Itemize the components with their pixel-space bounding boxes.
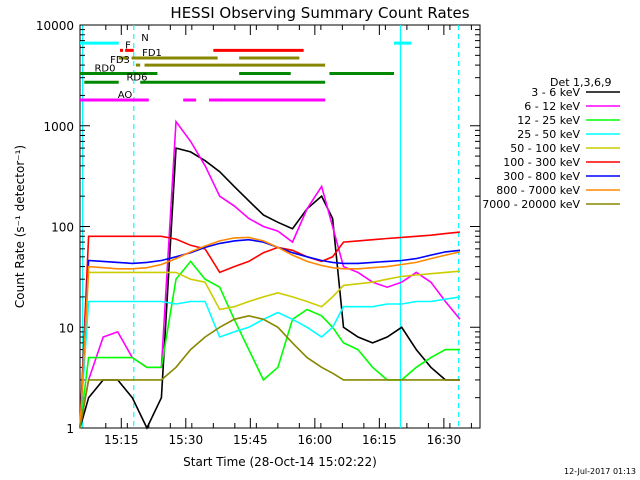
series-line [79, 296, 461, 429]
x-tick-label: 16:30 [427, 433, 462, 447]
legend-entry: 6 - 12 keV [524, 100, 580, 113]
legend-title: Det 1,3,6,9 [550, 76, 612, 89]
y-axis-label: Count Rate (s⁻¹ detector⁻¹) [13, 145, 27, 308]
series-line [79, 270, 461, 429]
x-tick-label: 15:45 [233, 433, 268, 447]
footer-timestamp: 12-Jul-2017 01:13 [564, 467, 636, 476]
series-line [79, 231, 461, 429]
status-bar-label: N [141, 33, 148, 44]
status-bar-label: RD6 [126, 72, 147, 83]
x-tick-label: 16:00 [298, 433, 333, 447]
legend-entry: 300 - 800 keV [503, 170, 580, 183]
y-tick-label: 10000 [36, 19, 74, 33]
y-tick-label: 1 [66, 422, 74, 436]
status-bar-label: FD3 [110, 55, 130, 66]
y-tick-label: 1000 [43, 120, 74, 134]
legend-entry: 800 - 7000 keV [496, 184, 580, 197]
x-tick-label: 16:15 [362, 433, 397, 447]
legend-entry: 7000 - 20000 keV [482, 198, 580, 211]
plot-frame [79, 24, 481, 429]
legend-entry: 25 - 50 keV [517, 128, 580, 141]
legend-entry: 3 - 6 keV [531, 86, 580, 99]
series-line [79, 260, 460, 429]
chart-root: HESSI Observing Summary Count Rates 1 10 10… [13, 4, 636, 476]
series-line [79, 147, 460, 430]
x-tick-label: 15:30 [169, 433, 204, 447]
y-tick-label: 10 [59, 321, 74, 335]
status-bar-label: F [125, 40, 131, 51]
y-tick-label: 100 [51, 221, 74, 235]
legend-entry: 50 - 100 keV [510, 142, 580, 155]
status-bar-label: AO [118, 90, 133, 101]
legend-entry: 100 - 300 keV [503, 156, 580, 169]
series-line [79, 119, 461, 429]
status-bar-label: RD0 [94, 64, 115, 75]
chart-title: HESSI Observing Summary Count Rates [170, 4, 469, 22]
legend-entry: 12 - 25 keV [517, 114, 580, 127]
status-bar-label: FD1 [142, 48, 162, 59]
series-line [79, 236, 461, 429]
series-line [79, 314, 460, 429]
x-tick-label: 15:15 [104, 433, 139, 447]
x-axis-label: Start Time (28-Oct-14 15:02:22) [183, 455, 377, 469]
